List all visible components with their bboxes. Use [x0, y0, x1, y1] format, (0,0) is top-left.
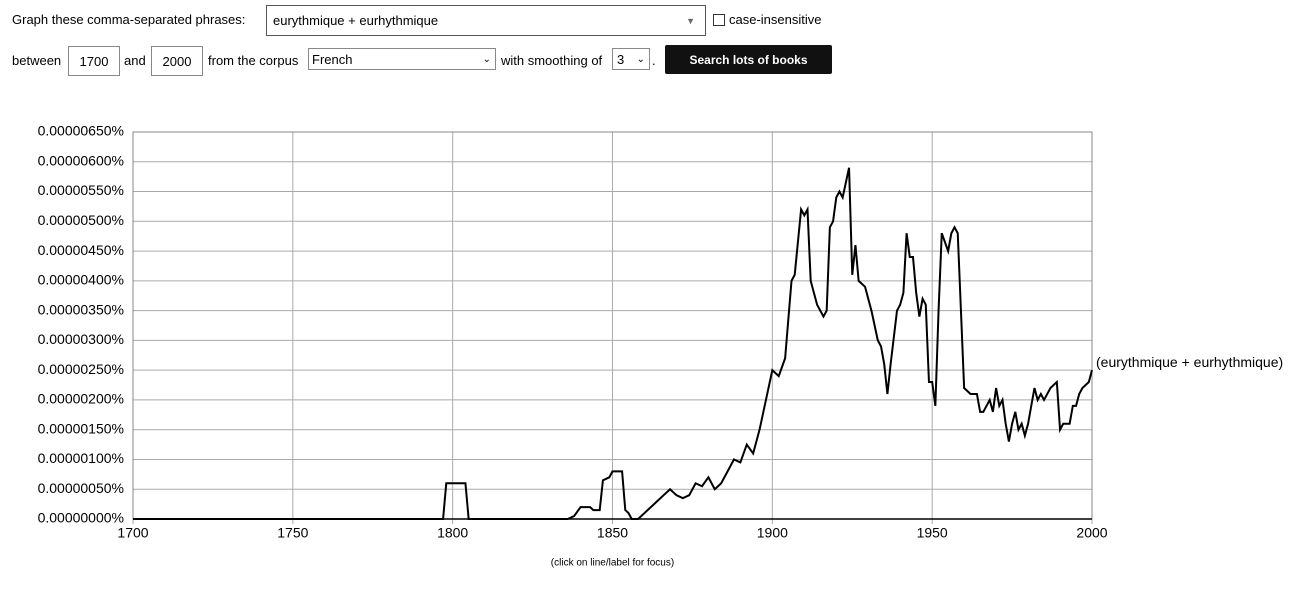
- phrases-label: Graph these comma-separated phrases:: [12, 12, 246, 27]
- x-tick-label: 2000: [1076, 525, 1107, 541]
- series-line: [133, 167, 1093, 520]
- series-label: (eurythmique + eurhythmique): [1096, 354, 1283, 370]
- y-tick-label: 0.00000650%: [38, 123, 124, 139]
- phrases-input[interactable]: eurythmique + eurhythmique ▼: [266, 5, 706, 36]
- y-tick-label: 0.00000250%: [38, 361, 124, 377]
- y-tick-label: 0.00000550%: [38, 182, 124, 198]
- smoothing-select[interactable]: 3 ⌄: [612, 48, 650, 70]
- start-year-input[interactable]: 1700: [68, 46, 120, 76]
- y-tick-label: 0.00000350%: [38, 301, 124, 317]
- corpus-label: from the corpus: [208, 53, 299, 68]
- and-label: and: [124, 53, 146, 68]
- smoothing-value: 3: [617, 51, 625, 67]
- x-tick-label: 1900: [757, 525, 788, 541]
- x-tick-label: 1850: [597, 525, 628, 541]
- x-tick-label: 1750: [277, 525, 308, 541]
- checkbox[interactable]: [713, 14, 725, 26]
- between-label: between: [12, 53, 62, 68]
- end-year-input[interactable]: 2000: [151, 46, 203, 76]
- case-label: case-insensitive: [729, 12, 822, 27]
- y-tick-label: 0.00000100%: [38, 450, 124, 466]
- x-tick-label: 1800: [437, 525, 468, 541]
- y-tick-label: 0.00000500%: [38, 212, 124, 228]
- y-tick-label: 0.00000300%: [38, 331, 124, 347]
- end-year: 2000: [162, 53, 192, 69]
- y-tick-label: 0.00000050%: [38, 480, 124, 496]
- y-tick-label: 0.00000450%: [38, 242, 124, 258]
- period: .: [652, 53, 656, 68]
- x-tick-label: 1950: [917, 525, 948, 541]
- smoothing-label: with smoothing of: [501, 53, 603, 68]
- y-tick-label: 0.00000600%: [38, 152, 124, 168]
- dropdown-arrow: ▼: [686, 15, 695, 26]
- y-tick-label: 0.00000150%: [38, 420, 124, 436]
- dropdown-arrow: ⌄: [482, 53, 491, 65]
- y-tick-label: 0.00000000%: [38, 510, 124, 526]
- dropdown-arrow: ⌄: [636, 53, 645, 65]
- start-year: 1700: [79, 53, 109, 69]
- corpus-select[interactable]: French ⌄: [308, 48, 496, 70]
- y-tick-label: 0.00000200%: [38, 391, 124, 407]
- phrases-value: eurythmique + eurhythmique: [273, 13, 439, 28]
- footnote: (click on line/label for focus): [551, 558, 674, 569]
- corpus-value: French: [312, 51, 353, 67]
- x-tick-label: 1700: [117, 525, 148, 541]
- search-button[interactable]: Search lots of books: [665, 45, 832, 74]
- y-tick-label: 0.00000400%: [38, 272, 124, 288]
